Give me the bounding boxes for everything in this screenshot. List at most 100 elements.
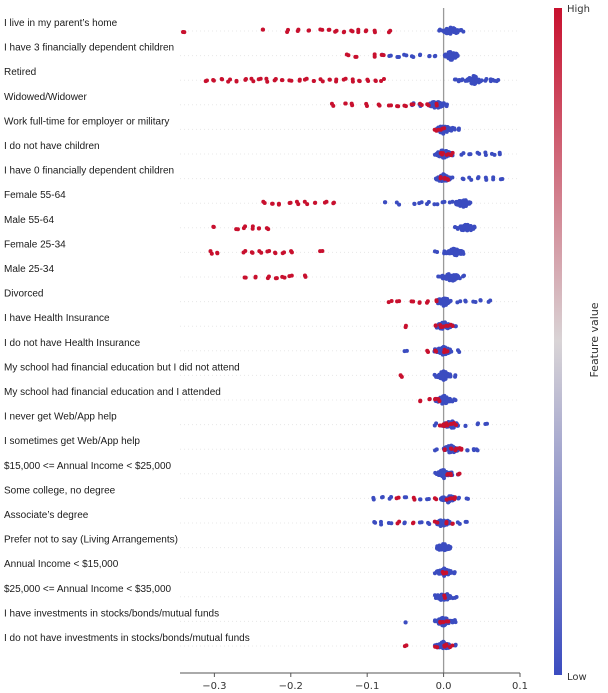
data-point-high	[446, 619, 451, 624]
data-point-high	[459, 447, 464, 452]
data-point-low	[455, 348, 460, 353]
feature-label: I live in my parent’s home	[4, 18, 118, 29]
data-point-high	[256, 77, 261, 82]
data-point-high	[363, 29, 368, 34]
data-point-high	[432, 127, 437, 132]
data-point-low	[465, 496, 470, 501]
data-point-low	[452, 571, 457, 576]
data-point-low	[456, 200, 461, 205]
data-point-low	[450, 199, 455, 204]
data-point-high	[260, 27, 265, 32]
feature-label: I have Health Insurance	[4, 313, 110, 324]
data-point-high	[289, 273, 294, 278]
data-point-high	[450, 323, 455, 328]
data-point-low	[476, 421, 481, 426]
data-point-high	[273, 250, 278, 255]
data-point-high	[442, 126, 447, 131]
data-point-low	[432, 54, 437, 59]
data-point-high	[241, 226, 246, 231]
data-point-high	[438, 176, 443, 181]
data-point-high	[379, 52, 384, 57]
data-point-low	[444, 102, 449, 107]
feature-label: I do not have Health Insurance	[4, 338, 141, 349]
x-tick-label: 0.0	[436, 681, 452, 692]
data-point-high	[264, 226, 269, 231]
data-point-low	[444, 276, 449, 281]
data-point-low	[403, 620, 408, 625]
feature-label: I do not have investments in stocks/bond…	[4, 633, 250, 644]
data-point-high	[264, 76, 269, 81]
data-point-high	[286, 27, 291, 32]
data-point-high	[280, 274, 285, 279]
data-point-high	[432, 496, 437, 501]
data-point-high	[322, 200, 327, 205]
data-point-high	[320, 248, 325, 253]
data-point-low	[402, 52, 407, 57]
data-point-high	[344, 52, 349, 57]
data-point-low	[461, 29, 466, 34]
data-point-low	[461, 274, 466, 279]
data-point-low	[372, 519, 377, 524]
data-point-high	[449, 446, 454, 451]
data-point-low	[453, 324, 458, 329]
data-point-low	[483, 421, 488, 426]
data-point-high	[440, 324, 445, 329]
x-tick-label: −0.3	[202, 681, 226, 692]
data-point-high	[396, 104, 401, 109]
data-point-low	[474, 78, 479, 83]
data-point-high	[349, 28, 354, 33]
data-point-high	[418, 101, 423, 106]
data-point-high	[282, 250, 287, 255]
data-point-high	[357, 79, 362, 84]
data-point-high	[234, 78, 239, 83]
feature-label: My school had financial education and I …	[4, 387, 221, 398]
data-point-low	[453, 620, 458, 625]
data-point-high	[276, 201, 281, 206]
data-point-low	[418, 52, 423, 57]
data-point-low	[419, 520, 424, 525]
data-point-low	[448, 53, 453, 58]
data-point-low	[432, 618, 437, 623]
data-point-low	[395, 54, 400, 59]
data-point-high	[180, 29, 185, 34]
feature-label: Female 55-64	[4, 190, 66, 201]
data-point-high	[242, 275, 247, 280]
feature-label: Male 25-34	[4, 264, 54, 275]
data-point-high	[402, 103, 407, 108]
data-point-high	[350, 103, 355, 108]
data-point-high	[456, 472, 461, 477]
data-point-high	[448, 473, 453, 478]
data-point-low	[441, 374, 446, 379]
data-point-low	[473, 299, 478, 304]
feature-label: Widowed/Widower	[4, 92, 87, 103]
data-point-high	[279, 78, 284, 83]
data-point-low	[386, 520, 391, 525]
data-point-high	[446, 177, 451, 182]
data-point-low	[456, 496, 461, 501]
data-point-high	[270, 201, 275, 206]
data-point-low	[461, 151, 466, 156]
data-point-low	[498, 177, 503, 182]
data-point-low	[380, 495, 385, 500]
data-point-low	[441, 131, 446, 136]
data-point-low	[465, 448, 470, 453]
data-point-low	[452, 126, 457, 131]
data-point-high	[327, 77, 332, 82]
feature-label: My school had financial education but I …	[4, 362, 240, 373]
data-point-high	[366, 78, 371, 83]
data-point-low	[453, 373, 458, 378]
data-point-low	[447, 249, 452, 254]
data-point-low	[389, 495, 394, 500]
data-point-low	[412, 201, 417, 206]
data-point-high	[249, 250, 254, 255]
data-point-high	[433, 323, 438, 328]
data-point-low	[455, 251, 460, 256]
data-point-high	[444, 521, 449, 526]
data-point-high	[350, 77, 355, 82]
data-point-low	[433, 448, 438, 453]
data-point-high	[209, 251, 214, 256]
data-point-low	[440, 273, 445, 278]
data-point-low	[468, 152, 473, 157]
data-point-low	[497, 150, 502, 155]
